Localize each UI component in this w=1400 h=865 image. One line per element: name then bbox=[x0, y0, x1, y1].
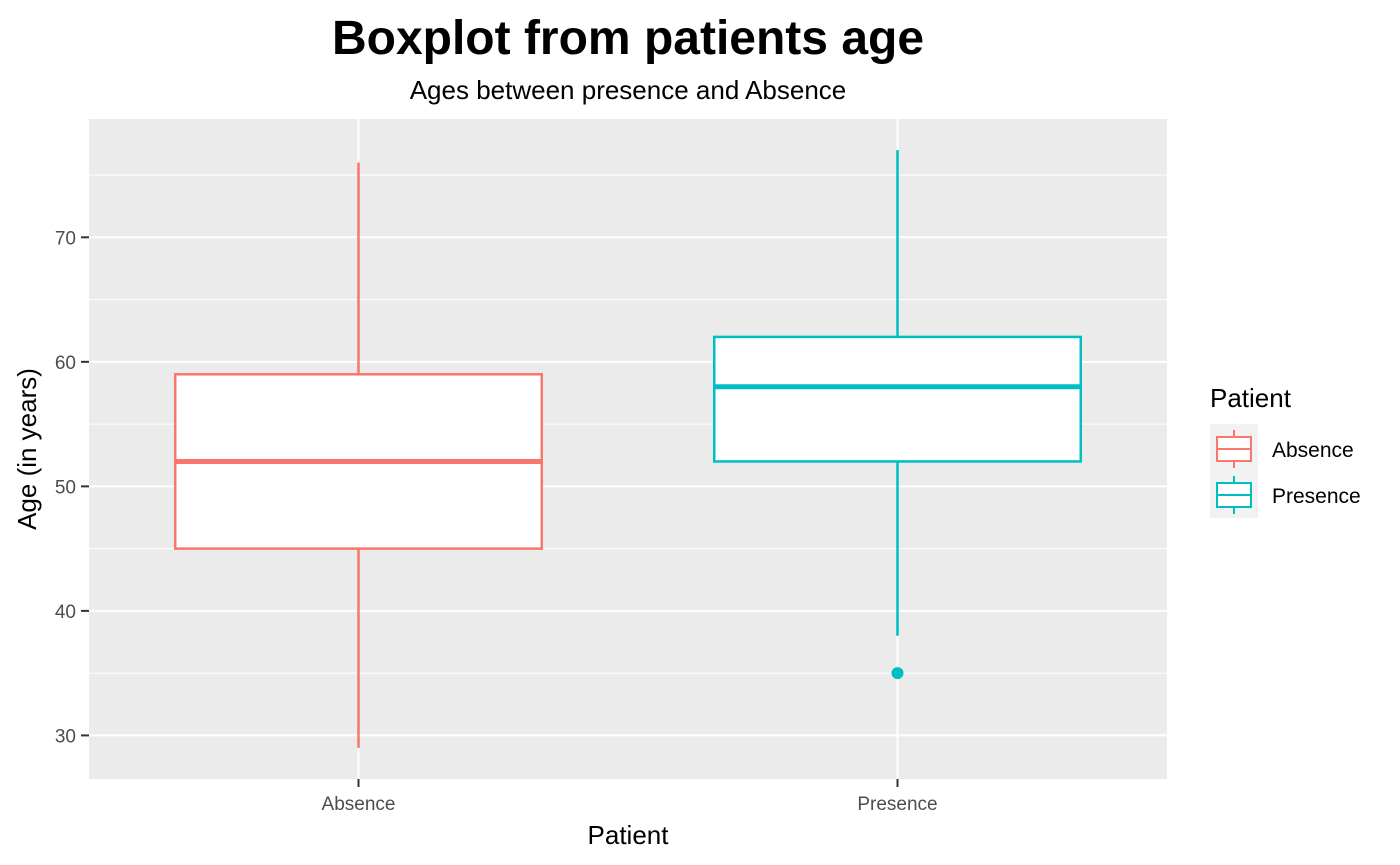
y-tick-label: 70 bbox=[55, 228, 76, 249]
chart-title: Boxplot from patients age bbox=[332, 12, 924, 65]
legend: Patient Absence Presence bbox=[1210, 383, 1361, 518]
boxes bbox=[173, 150, 1083, 748]
x-tick-label: Absence bbox=[322, 794, 396, 815]
x-tick-label: Presence bbox=[857, 794, 937, 815]
y-axis: 30 40 50 60 70 bbox=[55, 228, 89, 747]
box-body bbox=[712, 335, 1083, 463]
y-tick-label: 40 bbox=[55, 602, 76, 623]
chart-subtitle: Ages between presence and Absence bbox=[410, 75, 847, 105]
x-axis: Absence Presence bbox=[322, 779, 938, 815]
legend-key-absence bbox=[1216, 430, 1252, 468]
legend-key-presence bbox=[1216, 476, 1252, 514]
legend-label: Absence bbox=[1272, 439, 1354, 462]
y-tick-label: 30 bbox=[55, 726, 76, 747]
y-tick-label: 50 bbox=[55, 477, 76, 498]
box-presence bbox=[712, 150, 1083, 680]
legend-title: Patient bbox=[1210, 383, 1292, 413]
box-absence bbox=[173, 162, 544, 748]
legend-label: Presence bbox=[1272, 485, 1361, 508]
x-axis-title: Patient bbox=[588, 820, 670, 850]
outlier-point bbox=[891, 667, 904, 680]
y-axis-title: Age (in years) bbox=[12, 368, 42, 530]
y-tick-label: 60 bbox=[55, 353, 76, 374]
